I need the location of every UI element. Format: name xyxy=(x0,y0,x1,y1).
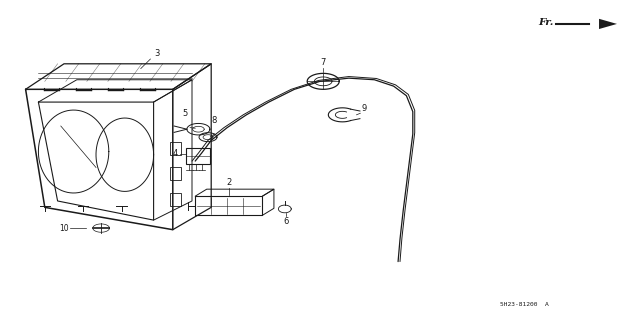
FancyArrow shape xyxy=(556,19,617,29)
Text: 5H23-81200  A: 5H23-81200 A xyxy=(500,302,549,307)
Text: 3: 3 xyxy=(154,49,159,58)
Text: 7: 7 xyxy=(321,58,326,67)
Text: 2: 2 xyxy=(227,178,232,187)
Bar xyxy=(170,167,181,180)
Bar xyxy=(170,193,181,206)
Bar xyxy=(170,142,181,155)
Text: Fr.: Fr. xyxy=(538,18,554,27)
Bar xyxy=(186,148,210,164)
Text: 4: 4 xyxy=(173,149,178,158)
Text: 9: 9 xyxy=(362,104,367,113)
Text: 10: 10 xyxy=(60,224,69,233)
Text: 5: 5 xyxy=(182,109,188,118)
Text: 8: 8 xyxy=(211,116,216,125)
Text: 6: 6 xyxy=(284,217,289,226)
